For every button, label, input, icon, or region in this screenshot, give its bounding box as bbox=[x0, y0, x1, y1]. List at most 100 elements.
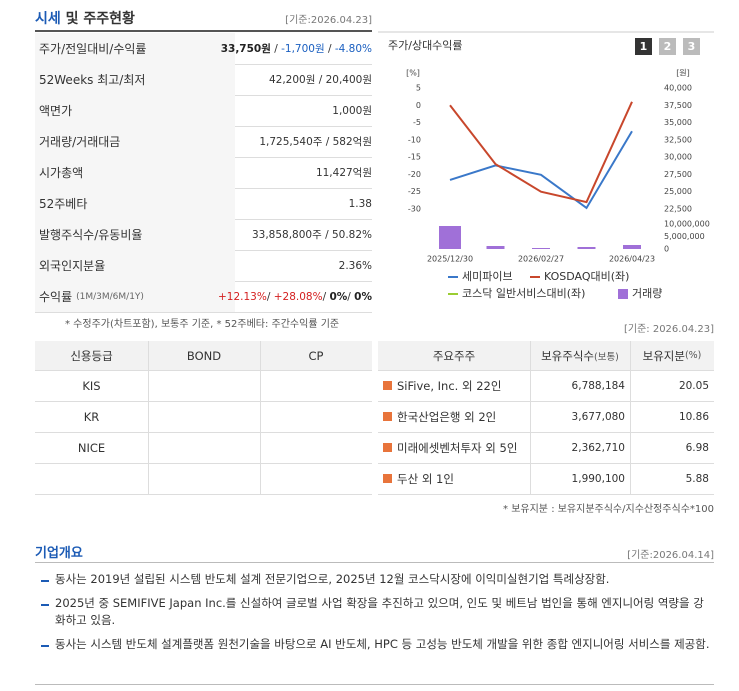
tab-label[interactable]: 2 bbox=[664, 40, 672, 53]
row-value: 1.38 bbox=[200, 188, 372, 219]
y2-tick-label: 40,000 bbox=[664, 84, 692, 93]
value-part: +12.13% bbox=[217, 290, 267, 303]
divider bbox=[35, 684, 714, 685]
header-text: 보유주식수 bbox=[541, 348, 594, 363]
label-text: 외국인지분율 bbox=[39, 259, 106, 273]
holder-shares: 2,362,710 bbox=[571, 441, 625, 454]
header-text: 주요주주 bbox=[432, 348, 476, 363]
value-part: / bbox=[322, 290, 330, 303]
legend-label: 코스닥 일반서비스대비(좌) bbox=[462, 286, 585, 300]
value-part: 1,725,540주 / 582억원 bbox=[259, 136, 372, 148]
agency: KR bbox=[83, 409, 100, 424]
y-tick-label: -30 bbox=[408, 205, 421, 214]
row-value: 11,427억원 bbox=[200, 157, 372, 188]
y-axis-label: [%] bbox=[406, 69, 420, 78]
row-label: 수익률 (1M/3M/6M/1Y) bbox=[35, 281, 235, 312]
holder-shares: 3,677,080 bbox=[571, 410, 625, 423]
expand-icon[interactable] bbox=[383, 443, 392, 452]
legend-label: 세미파이브 bbox=[462, 270, 513, 283]
holder-ratio: 6.98 bbox=[685, 441, 709, 454]
column-divider bbox=[530, 341, 531, 494]
expand-icon[interactable] bbox=[383, 412, 392, 421]
label-text: 52주베타 bbox=[39, 197, 88, 211]
divider bbox=[378, 401, 714, 402]
row-value: 2.36% bbox=[200, 250, 372, 281]
header-cell: 보유주식수 (보통) bbox=[530, 341, 630, 370]
agency: NICE bbox=[77, 440, 106, 455]
bullet bbox=[41, 580, 49, 582]
y-tick-label: -20 bbox=[408, 170, 421, 179]
value-part: 11,427억원 bbox=[315, 167, 372, 179]
legend-label: 거래량 bbox=[632, 287, 662, 300]
row-value: 1,000원 bbox=[200, 95, 372, 126]
value-part: / bbox=[266, 290, 274, 303]
row-label: 액면가 bbox=[35, 95, 235, 126]
tab-label[interactable]: 3 bbox=[688, 40, 696, 53]
y-tick-label: -15 bbox=[408, 153, 421, 162]
header-cell: 주요주주 bbox=[378, 341, 530, 370]
value-part: 33,858,800주 / 50.82% bbox=[251, 229, 372, 241]
volume-tick-label: 5,000,000 bbox=[664, 232, 705, 241]
x-tick-label: 2025/12/30 bbox=[427, 255, 473, 264]
y2-axis-label: [원] bbox=[676, 69, 690, 78]
row-label: 52주베타 bbox=[35, 188, 235, 219]
volume-tick-label: 0 bbox=[664, 245, 669, 254]
legend-swatch bbox=[618, 289, 628, 299]
row-label: 외국인지분율 bbox=[35, 250, 235, 281]
row-label: 거래량/거래대금 bbox=[35, 126, 235, 157]
series-line bbox=[449, 130, 633, 210]
label-text: 액면가 bbox=[39, 104, 73, 118]
expand-icon[interactable] bbox=[383, 381, 392, 390]
label-text: 거래량/거래대금 bbox=[39, 135, 121, 149]
bullet bbox=[41, 604, 49, 606]
overview-item: 2025년 중 SEMIFIVE Japan Inc.를 신설하여 글로벌 사업… bbox=[55, 596, 704, 627]
row-value: 1,725,540주 / 582억원 bbox=[200, 126, 372, 157]
y2-tick-label: 27,500 bbox=[664, 170, 692, 179]
holder-ratio: 10.86 bbox=[678, 410, 709, 423]
tab-button[interactable] bbox=[635, 38, 652, 55]
tab-label[interactable]: 1 bbox=[640, 40, 648, 53]
bullet bbox=[41, 645, 49, 647]
row-value: 33,858,800주 / 50.82% bbox=[200, 219, 372, 250]
tab-button[interactable] bbox=[683, 38, 700, 55]
holder-name: 미래에셋벤처투자 외 5인 bbox=[397, 440, 518, 455]
header-cell: CP bbox=[260, 341, 372, 370]
y2-tick-label: 30,000 bbox=[664, 153, 692, 162]
value-part: -4.80% bbox=[334, 42, 372, 55]
column-divider bbox=[148, 341, 149, 494]
divider bbox=[35, 463, 372, 464]
divider bbox=[35, 562, 714, 563]
row-label: 52Weeks 최고/최저 bbox=[35, 64, 235, 95]
holder-ratio: 20.05 bbox=[678, 379, 709, 392]
volume-bar bbox=[439, 226, 461, 249]
header-text: 보유지분 bbox=[642, 348, 685, 363]
section-title: 기업개요 bbox=[35, 546, 83, 561]
value-part: / bbox=[324, 42, 335, 55]
volume-bar bbox=[623, 245, 641, 249]
divider bbox=[378, 432, 714, 433]
row-value: 42,200원 / 20,400원 bbox=[200, 64, 372, 95]
label-text: 수익률 bbox=[39, 290, 73, 304]
divider bbox=[35, 432, 372, 433]
header-sub: (보통) bbox=[594, 351, 619, 363]
header-cell: 신용등급 bbox=[35, 341, 148, 370]
holder-shares: 6,788,184 bbox=[571, 379, 625, 392]
volume-bar bbox=[577, 247, 596, 249]
footnote: * 보유지분 : 보유지분주식수/지수산정주식수*100 bbox=[503, 504, 714, 515]
divider bbox=[35, 370, 372, 371]
tab-button[interactable] bbox=[659, 38, 676, 55]
header-rule bbox=[35, 30, 372, 32]
holder-name: SiFive, Inc. 외 22인 bbox=[397, 378, 502, 393]
y2-tick-label: 35,000 bbox=[664, 118, 692, 127]
title-rest: 및 주주현황 bbox=[65, 11, 135, 27]
expand-icon[interactable] bbox=[383, 474, 392, 483]
holder-name: 두산 외 1인 bbox=[397, 471, 454, 486]
divider bbox=[35, 401, 372, 402]
chart-date: [기준: 2026.04.23] bbox=[623, 324, 714, 335]
holder-ratio: 5.88 bbox=[685, 472, 709, 485]
y-tick-label: 0 bbox=[416, 101, 421, 110]
overview-item: 동사는 시스템 반도체 설계플랫폼 원천기술을 바탕으로 AI 반도체, HPC… bbox=[55, 637, 710, 651]
row-value: +12.13% / +28.08%/ 0%/ 0% bbox=[200, 281, 372, 312]
label-text: 주가/전일대비/수익률 bbox=[39, 42, 147, 56]
